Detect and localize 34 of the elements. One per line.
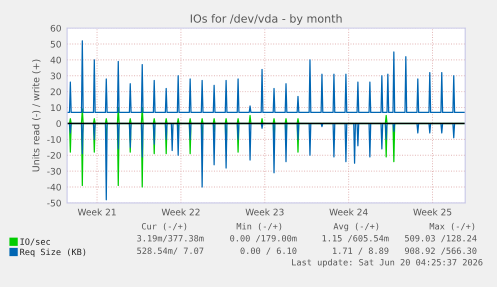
y-tick-label: -10 — [47, 136, 61, 143]
text: 1.71 / 8.89 — [333, 248, 388, 255]
text: 1.15 /605.54m — [322, 235, 389, 242]
y-tick-label: 20 — [50, 88, 61, 96]
y-tick-label: -50 — [47, 200, 61, 206]
text: 908.92 /566.30 — [404, 248, 476, 255]
y-tick-label: 30 — [50, 72, 61, 80]
x-tick-label: Week 21 — [78, 208, 116, 216]
text: 509.03 /128.24 — [405, 235, 477, 242]
text: 3.19m/377.38m — [137, 235, 204, 242]
text: Min (-/+) — [236, 222, 282, 231]
x-tick-label: Week 23 — [246, 208, 284, 216]
y-tick-label: 10 — [51, 104, 61, 112]
text: Max (-/+) — [430, 222, 474, 231]
y-axis-title: Units read (-) / write (+) — [32, 60, 41, 172]
text: Cur (-/+) — [142, 222, 186, 231]
y-tick-label: 60 — [50, 24, 61, 32]
y-tick-label: -40 — [47, 184, 61, 191]
legend-label: IO/sec — [20, 238, 50, 246]
x-tick-label: Week 24 — [329, 208, 368, 216]
x-tick-label: Week 25 — [413, 208, 452, 216]
chart-title: IOs for /dev/vda - by month — [190, 14, 342, 25]
text: 528.54m/ 7.07 — [137, 248, 204, 255]
text: Avg (-/+) — [334, 222, 378, 232]
legend-label: Req Size (KB) — [20, 248, 86, 257]
y-tick-label: 40 — [50, 56, 61, 64]
y-tick-label: 50 — [50, 40, 61, 48]
y-tick-label: -30 — [47, 168, 61, 175]
text: 0.00 / 6.10 — [240, 248, 296, 255]
text: 0.00 /179.00m — [230, 235, 297, 242]
x-tick-label: Week 22 — [162, 208, 200, 216]
y-tick-label: -20 — [47, 152, 61, 159]
text: Last update: Sat Jun 20 04:25:37 2026 — [292, 258, 482, 268]
y-tick-label: 0 — [56, 120, 61, 128]
